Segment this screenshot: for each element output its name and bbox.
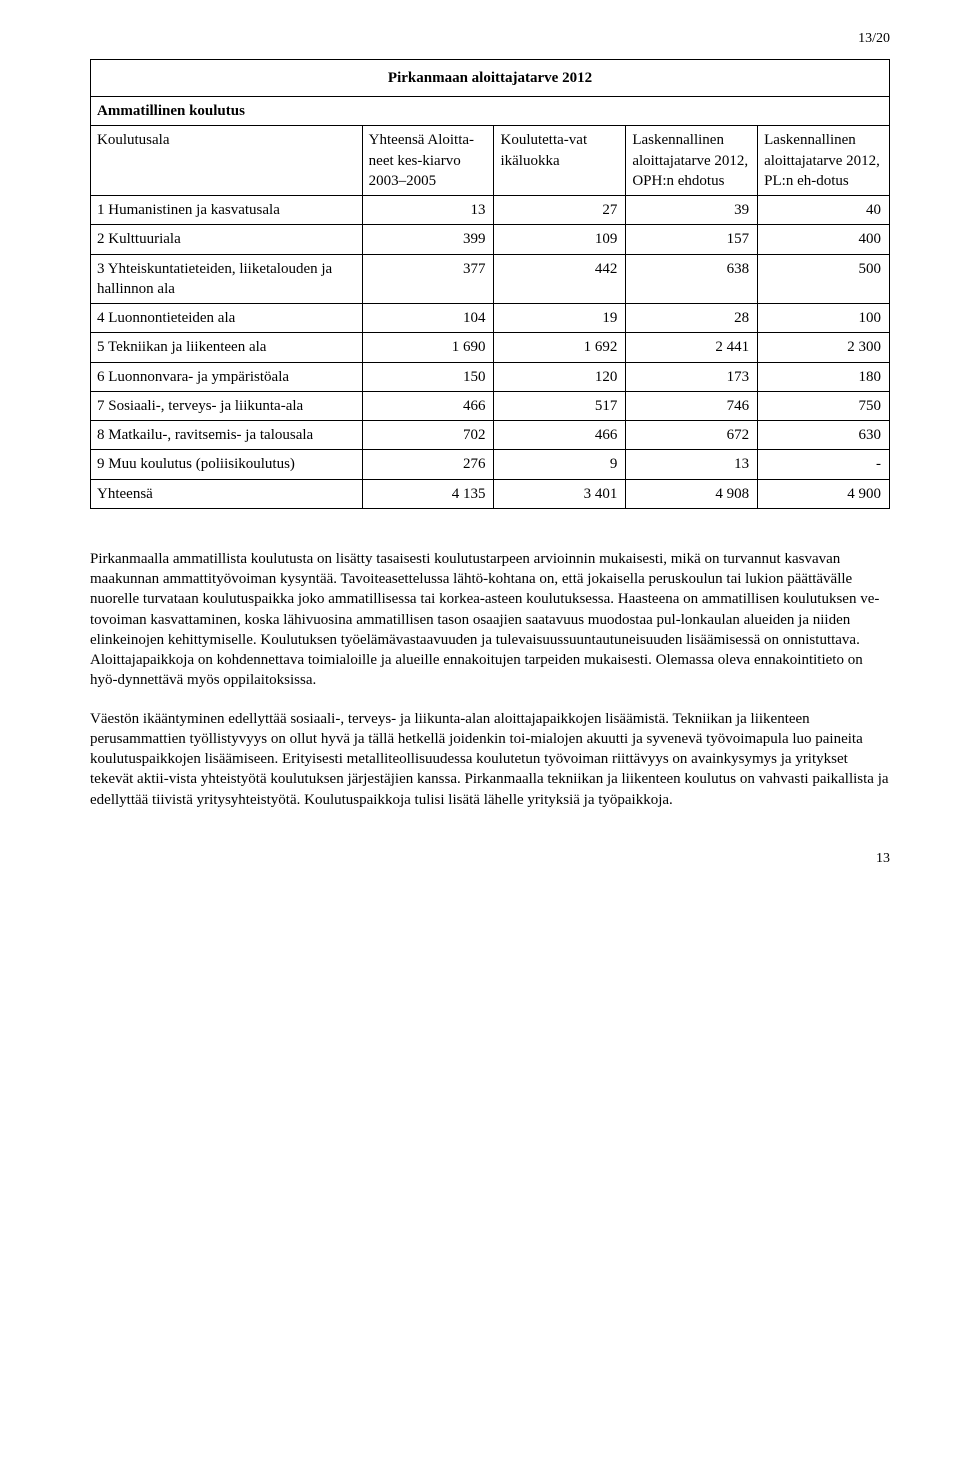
- cell: 180: [758, 362, 890, 391]
- page-number-bottom: 13: [90, 850, 890, 869]
- cell: 4 135: [362, 479, 494, 508]
- row-label: 3 Yhteiskuntatieteiden, liiketalouden ja…: [91, 254, 363, 304]
- cell: 40: [758, 196, 890, 225]
- table-row: 8 Matkailu-, ravitsemis- ja talousala 70…: [91, 421, 890, 450]
- cell: 2 300: [758, 333, 890, 362]
- row-label: 4 Luonnontieteiden ala: [91, 304, 363, 333]
- cell: 3 401: [494, 479, 626, 508]
- table-row: 5 Tekniikan ja liikenteen ala 1 690 1 69…: [91, 333, 890, 362]
- cell: 4 900: [758, 479, 890, 508]
- paragraph-2: Väestön ikääntyminen edellyttää sosiaali…: [90, 709, 890, 810]
- cell: 638: [626, 254, 758, 304]
- table-row: 7 Sosiaali-, terveys- ja liikunta-ala 46…: [91, 391, 890, 420]
- table-row: 1 Humanistinen ja kasvatusala 13 27 39 4…: [91, 196, 890, 225]
- data-table: Pirkanmaan aloittajatarve 2012 Ammatilli…: [90, 59, 890, 509]
- col-header-1: Yhteensä Aloitta-neet kes-kiarvo 2003–20…: [362, 126, 494, 196]
- cell: 466: [494, 421, 626, 450]
- cell: 104: [362, 304, 494, 333]
- cell: 750: [758, 391, 890, 420]
- col-header-3: Laskennallinen aloittajatarve 2012, OPH:…: [626, 126, 758, 196]
- section-row: Ammatillinen koulutus: [91, 97, 890, 126]
- row-label: 6 Luonnonvara- ja ympäristöala: [91, 362, 363, 391]
- cell: 13: [362, 196, 494, 225]
- cell: 1 690: [362, 333, 494, 362]
- cell: 2 441: [626, 333, 758, 362]
- cell: 157: [626, 225, 758, 254]
- col-header-4: Laskennallinen aloittajatarve 2012, PL:n…: [758, 126, 890, 196]
- cell: 702: [362, 421, 494, 450]
- cell: 19: [494, 304, 626, 333]
- row-label: 5 Tekniikan ja liikenteen ala: [91, 333, 363, 362]
- cell: 630: [758, 421, 890, 450]
- row-label: 2 Kulttuuriala: [91, 225, 363, 254]
- col-header-2: Koulutetta-vat ikäluokka: [494, 126, 626, 196]
- section-label: Ammatillinen koulutus: [91, 97, 890, 126]
- table-row: 2 Kulttuuriala 399 109 157 400: [91, 225, 890, 254]
- cell: 173: [626, 362, 758, 391]
- cell: 500: [758, 254, 890, 304]
- cell: 120: [494, 362, 626, 391]
- cell: 28: [626, 304, 758, 333]
- table-row: 3 Yhteiskuntatieteiden, liiketalouden ja…: [91, 254, 890, 304]
- table-header-row: Koulutusala Yhteensä Aloitta-neet kes-ki…: [91, 126, 890, 196]
- cell: 517: [494, 391, 626, 420]
- cell: 276: [362, 450, 494, 479]
- cell: 377: [362, 254, 494, 304]
- cell: 672: [626, 421, 758, 450]
- cell: 100: [758, 304, 890, 333]
- cell: 39: [626, 196, 758, 225]
- paragraph-1: Pirkanmaalla ammatillista koulutusta on …: [90, 549, 890, 691]
- table-title: Pirkanmaan aloittajatarve 2012: [91, 59, 890, 96]
- cell: 1 692: [494, 333, 626, 362]
- row-label: 8 Matkailu-, ravitsemis- ja talousala: [91, 421, 363, 450]
- page-number-top: 13/20: [90, 30, 890, 49]
- row-label: 7 Sosiaali-, terveys- ja liikunta-ala: [91, 391, 363, 420]
- cell: -: [758, 450, 890, 479]
- row-label: Yhteensä: [91, 479, 363, 508]
- table-row-total: Yhteensä 4 135 3 401 4 908 4 900: [91, 479, 890, 508]
- table-title-row: Pirkanmaan aloittajatarve 2012: [91, 59, 890, 96]
- cell: 399: [362, 225, 494, 254]
- cell: 27: [494, 196, 626, 225]
- col-header-0: Koulutusala: [91, 126, 363, 196]
- cell: 400: [758, 225, 890, 254]
- cell: 466: [362, 391, 494, 420]
- cell: 442: [494, 254, 626, 304]
- row-label: 9 Muu koulutus (poliisikoulutus): [91, 450, 363, 479]
- cell: 150: [362, 362, 494, 391]
- cell: 4 908: [626, 479, 758, 508]
- table-row: 6 Luonnonvara- ja ympäristöala 150 120 1…: [91, 362, 890, 391]
- table-row: 4 Luonnontieteiden ala 104 19 28 100: [91, 304, 890, 333]
- cell: 746: [626, 391, 758, 420]
- row-label: 1 Humanistinen ja kasvatusala: [91, 196, 363, 225]
- cell: 13: [626, 450, 758, 479]
- cell: 9: [494, 450, 626, 479]
- table-row: 9 Muu koulutus (poliisikoulutus) 276 9 1…: [91, 450, 890, 479]
- cell: 109: [494, 225, 626, 254]
